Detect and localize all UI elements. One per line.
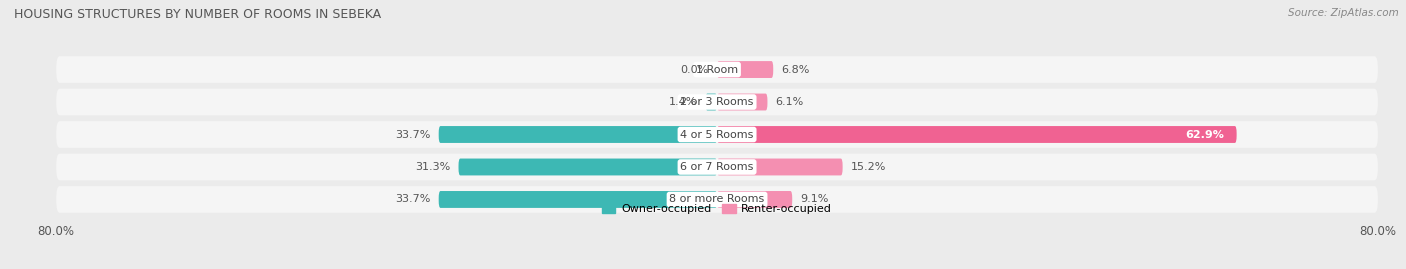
Text: 1 Room: 1 Room bbox=[696, 65, 738, 75]
FancyBboxPatch shape bbox=[56, 154, 1378, 180]
FancyBboxPatch shape bbox=[439, 126, 717, 143]
Legend: Owner-occupied, Renter-occupied: Owner-occupied, Renter-occupied bbox=[598, 199, 837, 218]
Text: 6.8%: 6.8% bbox=[782, 65, 810, 75]
Text: 33.7%: 33.7% bbox=[395, 129, 430, 140]
FancyBboxPatch shape bbox=[56, 89, 1378, 115]
FancyBboxPatch shape bbox=[56, 186, 1378, 213]
Text: 0.0%: 0.0% bbox=[681, 65, 709, 75]
FancyBboxPatch shape bbox=[458, 158, 717, 175]
Text: 31.3%: 31.3% bbox=[415, 162, 450, 172]
Text: 2 or 3 Rooms: 2 or 3 Rooms bbox=[681, 97, 754, 107]
FancyBboxPatch shape bbox=[56, 121, 1378, 148]
Text: 33.7%: 33.7% bbox=[395, 194, 430, 204]
Text: 15.2%: 15.2% bbox=[851, 162, 886, 172]
FancyBboxPatch shape bbox=[717, 94, 768, 111]
Text: HOUSING STRUCTURES BY NUMBER OF ROOMS IN SEBEKA: HOUSING STRUCTURES BY NUMBER OF ROOMS IN… bbox=[14, 8, 381, 21]
Text: 62.9%: 62.9% bbox=[1185, 129, 1225, 140]
Text: 6 or 7 Rooms: 6 or 7 Rooms bbox=[681, 162, 754, 172]
FancyBboxPatch shape bbox=[717, 126, 1237, 143]
Text: 4 or 5 Rooms: 4 or 5 Rooms bbox=[681, 129, 754, 140]
Text: 8 or more Rooms: 8 or more Rooms bbox=[669, 194, 765, 204]
FancyBboxPatch shape bbox=[717, 158, 842, 175]
Text: Source: ZipAtlas.com: Source: ZipAtlas.com bbox=[1288, 8, 1399, 18]
FancyBboxPatch shape bbox=[706, 94, 717, 111]
FancyBboxPatch shape bbox=[717, 61, 773, 78]
FancyBboxPatch shape bbox=[56, 56, 1378, 83]
FancyBboxPatch shape bbox=[439, 191, 717, 208]
Text: 6.1%: 6.1% bbox=[776, 97, 804, 107]
Text: 9.1%: 9.1% bbox=[800, 194, 830, 204]
FancyBboxPatch shape bbox=[717, 191, 792, 208]
Text: 1.4%: 1.4% bbox=[669, 97, 697, 107]
